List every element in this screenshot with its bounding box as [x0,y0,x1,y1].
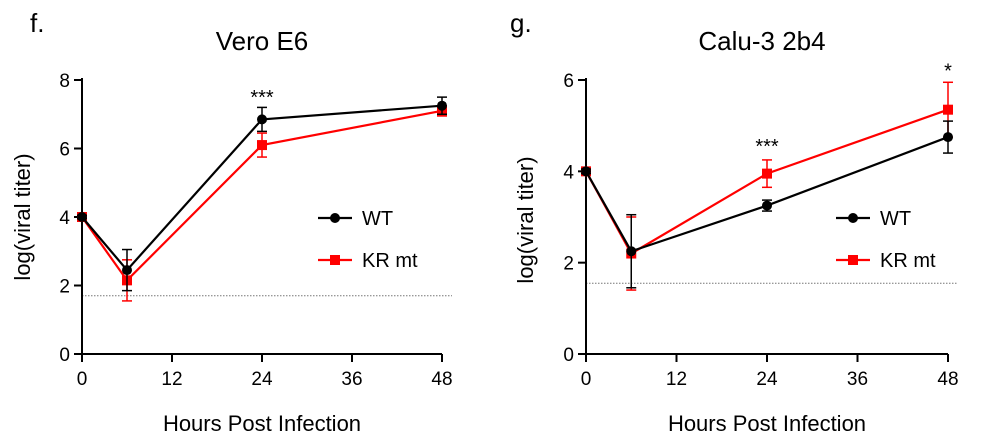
legend-label: KR mt [880,250,936,272]
legend-marker [330,213,340,223]
x-tick-label: 24 [756,369,778,390]
legend-marker [330,255,340,265]
data-point-wt [257,114,267,125]
chart-panel-vero-e6: f. Vero E6 log(viral titer) Hours Post I… [10,8,453,436]
panel-letter: g. [510,8,532,38]
chart-title: Calu-3 2b4 [698,26,825,56]
significance-annotation: * [944,61,952,83]
y-tick-label: 6 [59,140,70,161]
significance-annotation: *** [755,136,779,158]
x-tick-label: 36 [341,369,362,390]
y-tick-label: 4 [59,208,70,229]
y-tick-label: 8 [59,71,70,92]
data-point-wt [581,166,591,177]
x-tick-label: 48 [937,369,958,390]
data-point-wt [437,100,447,111]
data-point-wt [77,212,87,222]
y-tick-label: 0 [59,345,70,366]
y-tick-label: 2 [563,254,574,275]
y-tick-label: 4 [563,162,574,183]
x-tick-label: 48 [431,369,452,390]
legend-label: WT [362,208,393,230]
series-line-wt [585,136,949,253]
y-tick-label: 2 [59,277,70,298]
data-point-kr-mt [257,140,267,151]
x-axis-label: Hours Post Infection [163,411,361,436]
data-point-wt [943,132,953,143]
data-point-wt [122,265,132,276]
x-axis-label: Hours Post Infection [668,411,866,436]
chart-title: Vero E6 [216,26,309,56]
legend-marker [848,213,858,223]
x-tick-label: 36 [847,369,868,390]
y-tick-label: 6 [563,71,574,92]
y-tick-label: 0 [563,345,574,366]
data-point-kr-mt [943,104,953,115]
chart-panel-calu3-2b4: g. Calu-3 2b4 log(viral titer) Hours Pos… [510,8,959,436]
y-axis-label: log(viral titer) [513,156,538,283]
legend-label: KR mt [362,250,418,272]
y-axis-label: log(viral titer) [10,153,35,280]
significance-annotation: *** [250,87,274,109]
x-tick-label: 12 [161,369,182,390]
legend-label: WT [880,208,911,230]
data-point-kr-mt [762,168,772,179]
data-point-wt [762,200,772,211]
x-tick-label: 12 [666,369,687,390]
legend-marker [848,255,858,265]
x-tick-label: 0 [77,369,88,390]
data-point-wt [626,246,637,257]
panel-letter: f. [30,8,44,38]
x-tick-label: 24 [251,369,273,390]
x-tick-label: 0 [581,369,592,390]
series-line-wt [81,104,443,272]
series-line-kr-mt [81,109,443,283]
